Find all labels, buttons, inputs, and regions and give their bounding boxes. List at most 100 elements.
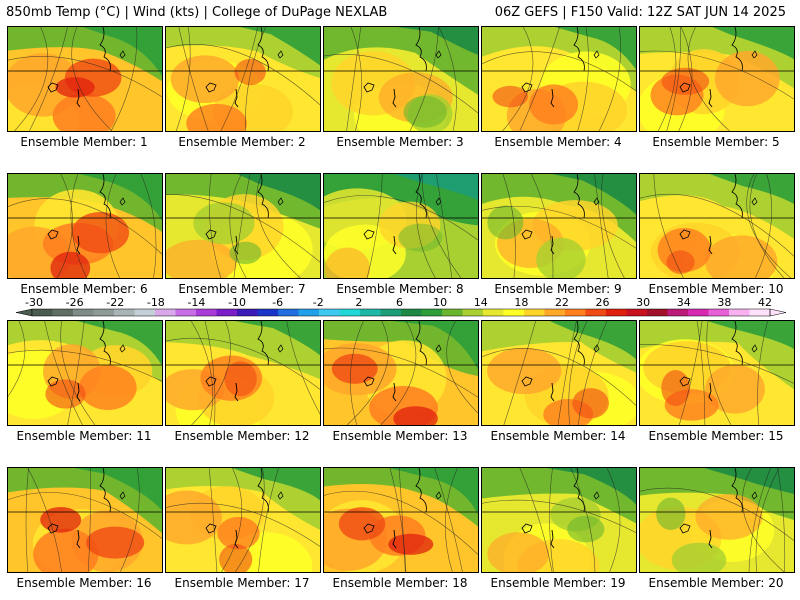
ensemble-member-map — [165, 320, 321, 426]
colorbar-swatch — [729, 309, 750, 316]
temperature-field-map — [640, 321, 794, 425]
ensemble-member-label: Ensemble Member: 5 — [652, 135, 780, 149]
colorbar-swatch — [462, 309, 484, 316]
temperature-field-map — [8, 27, 162, 131]
colorbar-swatch — [483, 309, 504, 316]
ensemble-member-label: Ensemble Member: 19 — [490, 576, 626, 590]
ensemble-member-map — [323, 467, 479, 573]
colorbar-swatch — [421, 309, 443, 316]
colorbar-swatch — [175, 309, 197, 316]
colorbar-swatch — [298, 309, 320, 316]
colorbar-swatch — [401, 309, 422, 316]
colorbar-tick-label: 38 — [717, 296, 731, 309]
ensemble-member-label: Ensemble Member: 14 — [490, 429, 626, 443]
temperature-colorbar: -30 -26 -22 -18 -14 -10 -6 -2 2 6 10 14 18 22 26 30 34 38… — [15, 296, 787, 317]
colorbar-swatch — [134, 309, 156, 316]
ensemble-member-map — [7, 467, 163, 573]
temperature-field-map — [640, 468, 794, 572]
colorbar-swatch — [749, 309, 771, 316]
temperature-field-map — [640, 27, 794, 131]
ensemble-member-label: Ensemble Member: 11 — [16, 429, 152, 443]
colorbar-swatch — [32, 309, 53, 316]
ensemble-member-map — [323, 173, 479, 279]
temperature-field-map — [324, 174, 478, 278]
colorbar-tick-label: 10 — [433, 296, 447, 309]
ensemble-member-label: Ensemble Member: 3 — [336, 135, 464, 149]
colorbar-swatch — [196, 309, 217, 316]
colorbar-tick-label: -30 — [25, 296, 43, 309]
temperature-field-map — [166, 27, 320, 131]
temperature-field-map — [482, 174, 636, 278]
temperature-field-map — [324, 468, 478, 572]
ensemble-member-map — [7, 320, 163, 426]
ensemble-member-map — [639, 26, 795, 132]
temperature-field-map — [166, 468, 320, 572]
temperature-field-map — [166, 174, 320, 278]
colorbar-swatch — [647, 309, 668, 316]
colorbar-swatch — [524, 309, 545, 316]
ensemble-member-map — [7, 26, 163, 132]
colorbar-swatch — [339, 309, 361, 316]
ensemble-member-map — [165, 467, 321, 573]
ensemble-member-map — [165, 26, 321, 132]
ensemble-member-map — [7, 173, 163, 279]
colorbar-tick-label: 34 — [677, 296, 691, 309]
temperature-field-map — [482, 468, 636, 572]
colorbar-swatch — [278, 309, 299, 316]
colorbar-swatch — [52, 309, 74, 316]
colorbar-tick-label: 14 — [474, 296, 488, 309]
ensemble-member-map — [481, 320, 637, 426]
colorbar-tick-label: -18 — [147, 296, 165, 309]
colorbar-swatch — [319, 309, 340, 316]
ensemble-member-label: Ensemble Member: 13 — [332, 429, 468, 443]
ensemble-member-map — [481, 26, 637, 132]
ensemble-member-label: Ensemble Member: 6 — [20, 282, 148, 296]
colorbar-tick-label: 2 — [355, 296, 362, 309]
colorbar-tick-label: 22 — [555, 296, 569, 309]
header-title: 850mb Temp (°C) | Wind (kts) | College o… — [6, 5, 388, 20]
temperature-field-map — [166, 321, 320, 425]
ensemble-member-map — [481, 467, 637, 573]
colorbar-tick-label: 6 — [396, 296, 403, 309]
ensemble-member-label: Ensemble Member: 15 — [648, 429, 784, 443]
ensemble-member-label: Ensemble Member: 4 — [494, 135, 622, 149]
temperature-field-map — [8, 321, 162, 425]
ensemble-member-label: Ensemble Member: 12 — [174, 429, 310, 443]
colorbar-swatch — [155, 309, 176, 316]
temperature-field-map — [8, 174, 162, 278]
colorbar-swatch — [114, 309, 135, 316]
ensemble-member-label: Ensemble Member: 20 — [648, 576, 784, 590]
colorbar-swatch — [380, 309, 402, 316]
colorbar-swatch — [626, 309, 648, 316]
colorbar-swatch — [708, 309, 730, 316]
colorbar-swatch — [688, 309, 709, 316]
ensemble-member-label: Ensemble Member: 16 — [16, 576, 152, 590]
colorbar-swatch — [585, 309, 607, 316]
colorbar-swatch — [216, 309, 238, 316]
ensemble-member-label: Ensemble Member: 18 — [332, 576, 468, 590]
temperature-field-map — [482, 321, 636, 425]
temperature-field-map — [324, 321, 478, 425]
colorbar-tick-label: 26 — [596, 296, 610, 309]
ensemble-member-label: Ensemble Member: 2 — [178, 135, 306, 149]
colorbar-tick-label: 30 — [636, 296, 650, 309]
ensemble-member-label: Ensemble Member: 8 — [336, 282, 464, 296]
colorbar-swatch — [237, 309, 258, 316]
colorbar-swatch — [360, 309, 381, 316]
ensemble-member-label: Ensemble Member: 17 — [174, 576, 310, 590]
ensemble-member-map — [639, 320, 795, 426]
colorbar-swatch — [503, 309, 525, 316]
colorbar-swatch — [606, 309, 627, 316]
colorbar-tick-label: -2 — [313, 296, 324, 309]
colorbar-swatch — [442, 309, 463, 316]
colorbar-swatch — [667, 309, 689, 316]
ensemble-member-map — [323, 320, 479, 426]
colorbar-tick-label: -6 — [272, 296, 283, 309]
ensemble-member-label: Ensemble Member: 7 — [178, 282, 306, 296]
colorbar-swatch — [93, 309, 115, 316]
temperature-field-map — [482, 27, 636, 131]
colorbar-swatch — [565, 309, 586, 316]
colorbar-tick-label: -22 — [106, 296, 124, 309]
ensemble-member-map — [165, 173, 321, 279]
ensemble-member-label: Ensemble Member: 9 — [494, 282, 622, 296]
